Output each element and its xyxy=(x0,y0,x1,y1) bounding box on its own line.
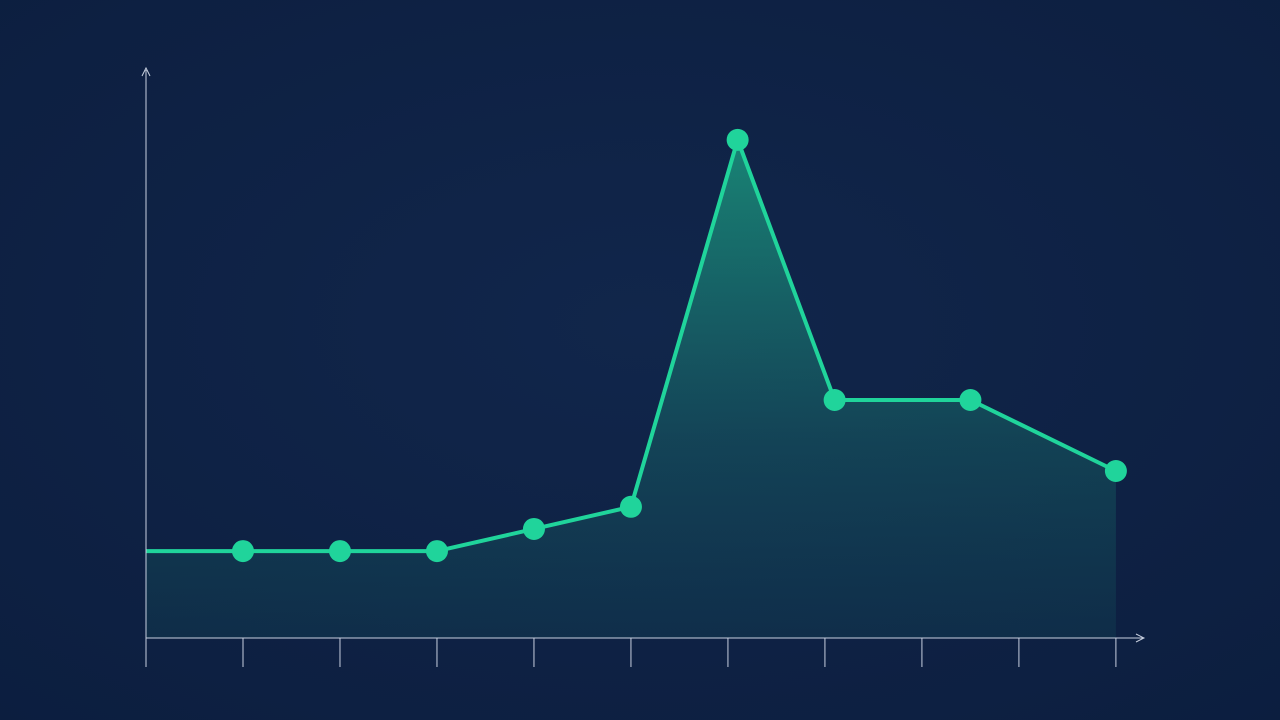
point xyxy=(425,540,448,563)
x-axis-arrow xyxy=(1135,633,1146,643)
point xyxy=(1104,460,1127,483)
point xyxy=(328,540,351,563)
point xyxy=(823,389,846,412)
point xyxy=(619,495,642,518)
y-axis-arrow xyxy=(141,66,151,77)
plot xyxy=(146,128,1127,638)
point xyxy=(522,517,545,540)
area xyxy=(146,139,1116,638)
point xyxy=(231,540,254,563)
point xyxy=(726,128,749,151)
line xyxy=(146,137,1117,554)
point xyxy=(959,389,982,412)
